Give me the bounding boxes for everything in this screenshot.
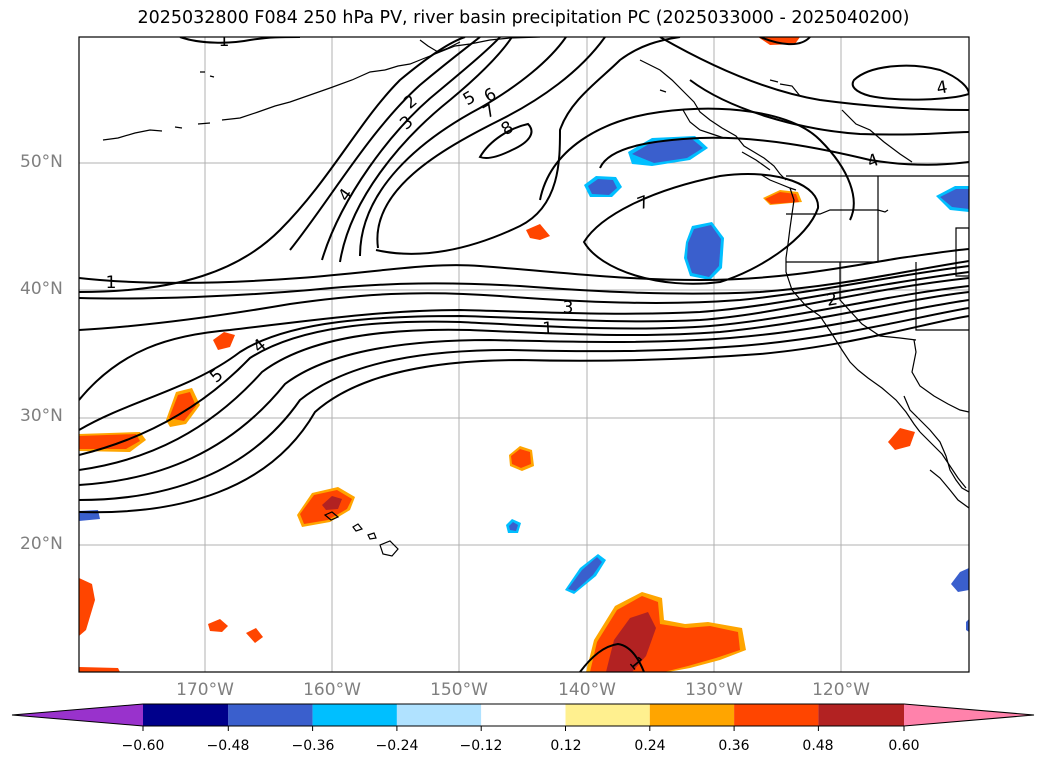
colorbar-tick-label: −0.12 [459, 738, 503, 754]
colorbar-segment [228, 704, 313, 726]
positive-anomaly-blobs [79, 37, 915, 672]
map-plot-area: 1 1 1 1 2 2 3 3 4 4 4 4 5 5 6 7 7 8 [79, 31, 969, 672]
colorbar-tick-label: −0.24 [375, 738, 419, 754]
contour-label: 3 [563, 298, 574, 318]
contour-label: 1 [219, 31, 230, 51]
plot-frame [78, 36, 970, 673]
lon-label-160w: 160°W [303, 680, 361, 700]
colorbar-tick-label: −0.36 [291, 738, 335, 754]
colorbar-tick-label: 0.36 [718, 738, 750, 754]
colorbar-segment [565, 704, 650, 726]
lon-label-140w: 140°W [558, 680, 616, 700]
colorbar-segment [734, 704, 819, 726]
lon-label-170w: 170°W [176, 680, 234, 700]
contour-label: 4 [935, 77, 949, 99]
colorbar-segment [396, 704, 482, 726]
lon-label-150w: 150°W [430, 680, 488, 700]
lon-label-120w: 120°W [812, 680, 870, 700]
lon-label-130w: 130°W [685, 680, 743, 700]
colorbar-tick-label: 0.60 [888, 738, 920, 754]
colorbar-segment [649, 704, 735, 726]
precipitation-shading [79, 37, 969, 672]
contour-label: 2 [825, 289, 839, 311]
coastlines [102, 37, 969, 557]
colorbar-tick-label: 0.48 [802, 738, 834, 754]
colorbar-tick-label: −0.60 [121, 738, 165, 754]
colorbar-segment [143, 704, 229, 726]
colorbar-tick-label: 0.24 [634, 738, 666, 754]
contour-label: 1 [106, 273, 117, 293]
colorbar-extend-high [904, 704, 1034, 726]
lat-label-50n: 50°N [20, 152, 63, 172]
lat-label-40n: 40°N [20, 279, 63, 299]
colorbar-segment [481, 704, 566, 726]
lat-label-30n: 30°N [20, 406, 63, 426]
colorbar-tick-label: −0.48 [206, 738, 250, 754]
colorbar [11, 703, 1035, 731]
colorbar-segment [818, 704, 904, 726]
pv-contours [79, 37, 969, 672]
map-title: 2025032800 F084 250 hPa PV, river basin … [137, 8, 910, 28]
lat-label-20n: 20°N [20, 534, 63, 554]
contour-label: 1 [542, 319, 554, 340]
colorbar-segment [312, 704, 397, 726]
colorbar-extend-low [12, 704, 143, 726]
colorbar-tick-label: 0.12 [550, 738, 582, 754]
